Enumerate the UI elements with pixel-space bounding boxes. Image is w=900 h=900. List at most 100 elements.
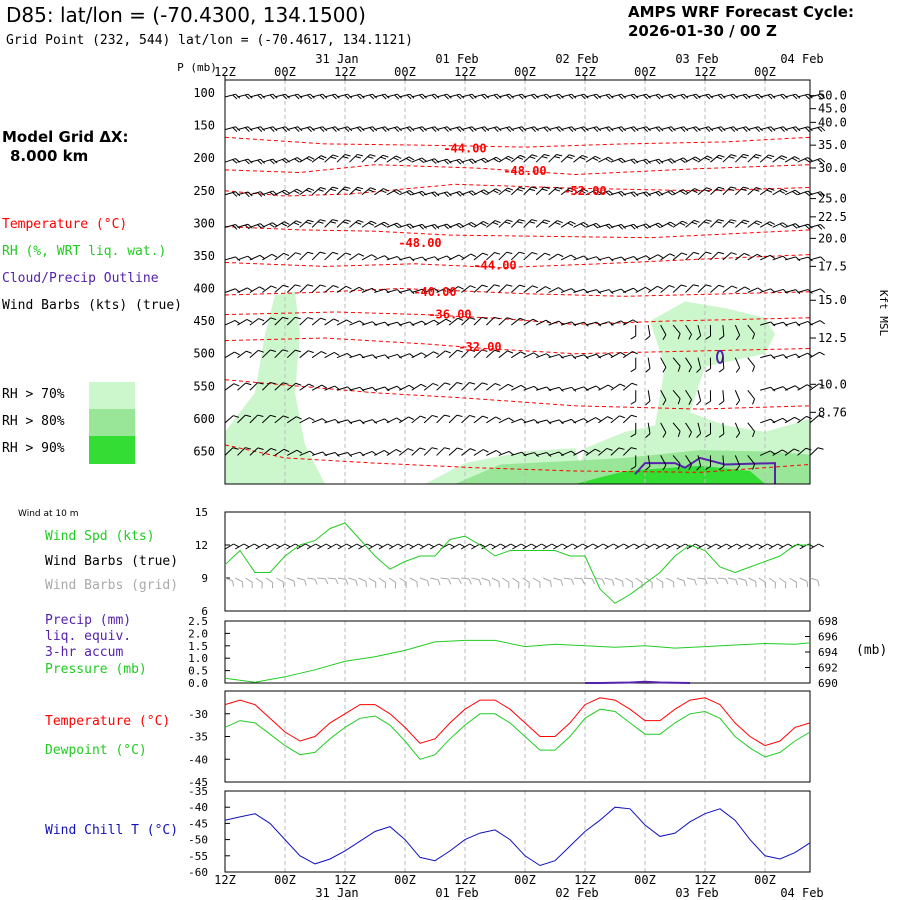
cs-wind-barb-feather [631,94,635,100]
wind10-barb-grid-feather [516,583,521,589]
cs-wind-barb [237,413,251,426]
cs-wind-barb-feather [741,220,747,226]
cs-wind-barb-staff [300,318,308,326]
wind10-barb-true-feather [613,543,618,549]
cs-wind-barb-feather [432,127,436,133]
cs-wind-barb-staff [698,252,706,260]
wind10-barb-grid [563,578,575,585]
cs-wind-barb [636,191,651,200]
wind10-barb-grid [594,578,606,585]
cs-wind-barb [536,152,549,165]
cs-wind-barb-feather [621,126,625,132]
cs-wind-barb-staff [549,254,558,260]
cs-wind-barb-feather [245,413,251,419]
cs-wind-barb-feather [469,159,473,165]
cs-wind-barb-staff [698,94,709,97]
wind10-barb-true-staff [687,544,696,549]
cs-wind-barb-staff [661,254,670,260]
cs-wind-barb-feather [631,446,637,452]
cs-wind-barb [250,254,265,264]
cs-wind-barb [225,224,240,232]
wind10-barb-grid-feather [468,579,472,584]
cs-wind-barb [337,93,352,101]
cs-wind-barb [623,446,636,459]
cs-wind-barb [325,217,338,230]
wind10-barb-grid-staff [256,578,263,583]
cs-wind-barb [349,93,364,101]
cs-wind-barb [275,252,289,264]
cs-wind-barb-staff [499,156,508,162]
cs-wind-barb-feather [422,93,426,99]
cs-wind-barb-feather [370,153,376,159]
cs-wind-barb-feather [756,152,762,158]
cs-wind-barb-staff [611,257,622,260]
cs-wind-barb-feather [385,354,389,360]
cs-wind-barb-feather [805,191,810,197]
cs-wind-barb-feather [333,284,338,290]
cs-wind-barb [262,93,277,101]
cs-wind-barb [623,413,637,426]
cs-wind-barb [461,190,476,200]
wind10-barb-grid [306,578,318,585]
cs-wind-barb-feather [534,126,538,132]
wind10-barb-true [687,543,701,554]
cs-wind-barb-feather [559,320,564,326]
wind10-barb-true-feather [234,543,239,549]
cs-wind-barb-feather [529,220,535,226]
cs-wind-barb-feather [741,187,747,193]
cs-wind-barb-staff [511,94,522,97]
cs-wind-barb-feather [358,218,363,224]
cs-wind-barb [275,157,290,166]
cs-wind-barb-feather [482,348,488,354]
rh-region-4 [575,466,765,484]
cs-wind-barb-staff [611,224,622,227]
cs-wind-barb-feather [676,431,682,437]
cs-wind-barb-feather [716,220,722,226]
cs-wind-barb-staff [673,158,683,162]
cs-wind-barb-feather [631,369,636,372]
wind10-barb-grid [664,578,676,587]
cs-wind-barb [262,158,277,167]
cs-wind-barb-feather [821,126,825,132]
cs-wind-barb [374,418,389,428]
cs-wind-barb-feather [643,224,647,230]
cs-wind-barb [300,382,314,394]
cs-wind-barb-staff [387,386,397,390]
cs-wind-barb-feather [410,126,414,132]
cs-wind-barb [424,191,439,200]
wind10-barb-grid-staff [451,578,459,579]
wind10-barb-true [410,543,424,554]
cs-wind-barb-feather [783,221,788,227]
cs-wind-barb-staff [486,253,494,260]
cs-wind-barb-feather [457,413,463,419]
wind10-barb-true-feather [439,543,444,549]
temperature-panel: -45-40-35-30 [188,691,810,789]
wind10-barb-grid [274,578,286,588]
cs-wind-barb-staff [325,386,335,390]
cs-wind-barb [798,383,813,394]
cs-wind-barb-staff [499,285,507,293]
cs-wind-barb-staff [549,387,560,390]
temperature-line [225,698,810,746]
wind10-barb-true [379,543,393,554]
cs-wind-barb-feather [696,466,702,470]
cs-wind-barb [449,254,464,265]
cs-wind-barb-feather [410,256,414,262]
cs-wind-barb-feather [597,321,601,327]
cs-wind-barb [250,159,265,167]
cs-height-tick-label: 50.0 [818,89,847,103]
cs-wind-barb-feather [446,318,451,324]
cs-wind-barb-feather [395,94,399,100]
cs-wind-barb-feather [597,126,601,132]
cs-wind-barb-feather [656,191,660,197]
wind10-barb-true [789,543,803,554]
cs-wind-barb-feather [818,225,822,231]
cs-wind-barb [387,93,402,101]
cs-wind-barb-staff [810,257,821,260]
pressure-panel-ytick-label: 0.5 [188,665,208,678]
cs-wind-barb-staff [586,223,596,227]
precip-line [585,682,690,683]
cs-wind-barb-staff [586,94,597,97]
cs-wind-barb-staff [250,383,258,391]
cs-wind-barb-feather [783,386,787,392]
